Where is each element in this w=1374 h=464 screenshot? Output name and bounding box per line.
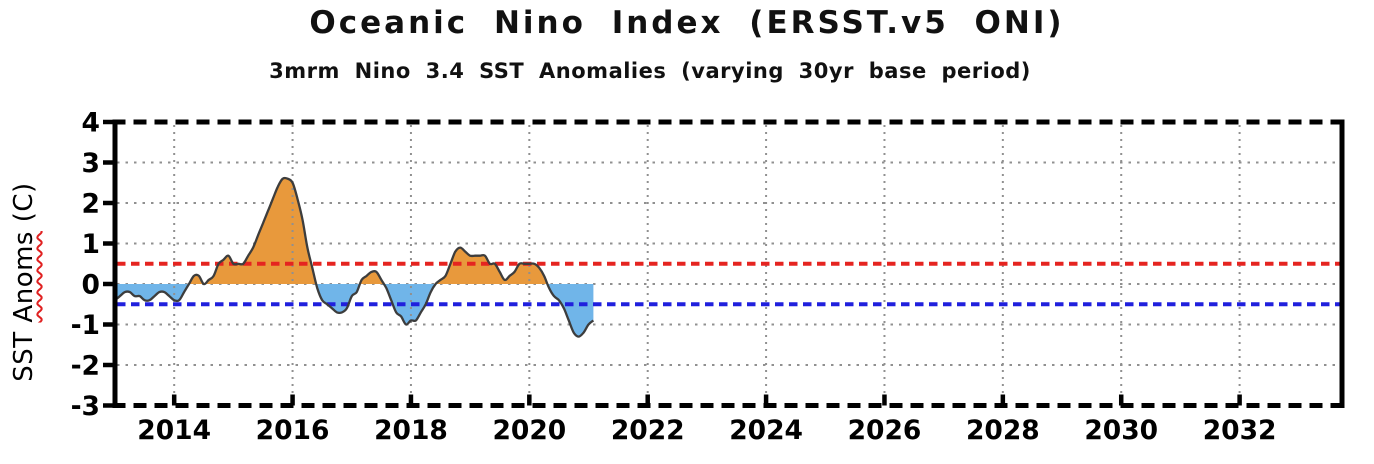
y-tick-label: 0: [82, 270, 100, 301]
x-tick-label: 2020: [492, 415, 566, 446]
x-tick-label: 2024: [729, 415, 803, 446]
y-tick-label: -2: [71, 351, 100, 382]
x-tick-label: 2032: [1203, 415, 1277, 446]
y-tick-label: -3: [71, 391, 100, 422]
chart-subtitle: 3mrm Nino 3.4 SST Anomalies (varying 30y…: [269, 59, 1031, 83]
y-tick-label: 4: [82, 108, 100, 139]
x-tick-label: 2016: [256, 415, 330, 446]
chart-title: Oceanic Nino Index (ERSST.v5 ONI): [309, 5, 1065, 41]
x-tick-label: 2022: [611, 415, 685, 446]
y-tick-label: -1: [71, 310, 100, 341]
y-tick-label: 2: [82, 189, 100, 220]
x-tick-label: 2028: [966, 415, 1040, 446]
y-tick-label: 1: [82, 229, 100, 260]
oni-negative-fill: [115, 284, 594, 337]
x-tick-label: 2030: [1084, 415, 1158, 446]
oni-curve: [114, 176, 595, 338]
y-tick-label: 3: [82, 148, 100, 179]
x-tick-label: 2014: [137, 415, 211, 446]
oni-positive-fill: [115, 177, 594, 284]
x-tick-label: 2026: [848, 415, 922, 446]
x-tick-label: 2018: [374, 415, 448, 446]
